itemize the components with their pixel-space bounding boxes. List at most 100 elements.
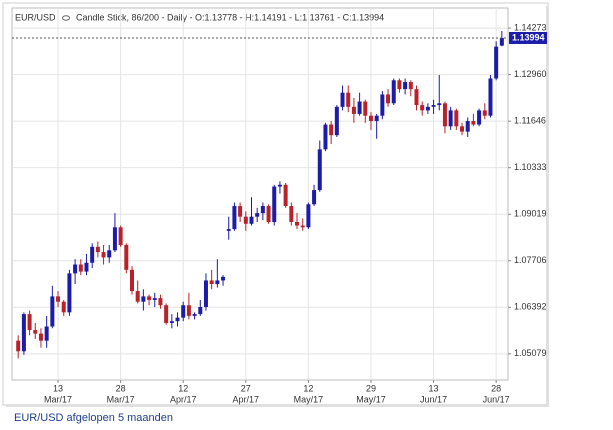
candle-body [442, 103, 447, 127]
candle-body [232, 206, 237, 230]
y-tick-label: 1.06392 [514, 302, 547, 312]
candle-body [460, 126, 465, 132]
plot-area [11, 7, 509, 381]
candle-body [27, 314, 32, 331]
candle-body [482, 110, 487, 116]
candle-body [329, 124, 334, 136]
candle-body [425, 106, 430, 111]
candle-body [346, 92, 351, 107]
y-tick-label: 1.14273 [514, 22, 547, 32]
shadow [6, 404, 549, 407]
candle-body [363, 101, 368, 116]
candle-body [186, 305, 191, 316]
candle-body [21, 314, 26, 352]
candle-body [312, 190, 317, 205]
x-tick-month: Apr/17 [170, 394, 197, 404]
x-tick-label: 13 [53, 383, 63, 393]
candle-body [209, 280, 214, 284]
candle-body [391, 80, 396, 104]
candle-body [408, 82, 413, 90]
candle-body [84, 262, 89, 272]
symbol: EUR/USD [15, 12, 56, 22]
candle-body [38, 333, 43, 341]
candle-body [289, 206, 294, 222]
x-tick-month: May/17 [294, 394, 324, 404]
x-tick-month: Apr/17 [233, 394, 260, 404]
y-tick-label: 1.09019 [514, 209, 547, 219]
x-tick-month: Mar/17 [44, 394, 72, 404]
x-tick-label: 12 [178, 383, 188, 393]
candle-body [101, 252, 106, 258]
candle-body [317, 149, 322, 191]
x-tick-month: Jun/17 [483, 394, 510, 404]
y-tick-label: 1.10333 [514, 162, 547, 172]
candle-body [124, 245, 129, 270]
candle-body [198, 307, 203, 315]
candle-body [50, 296, 55, 327]
candle-body [437, 103, 442, 106]
eye-icon [62, 15, 70, 21]
candle-body [203, 280, 208, 308]
candle-body [477, 110, 482, 125]
candle-body [306, 204, 311, 228]
candle-body [107, 250, 112, 258]
candle-body [238, 206, 243, 217]
candle-body [351, 106, 356, 114]
candle-body [277, 184, 282, 187]
candle-body [272, 186, 277, 222]
candle-body [44, 326, 49, 341]
y-tick-label: 1.07706 [514, 255, 547, 265]
candle-body [300, 225, 305, 228]
x-tick-month: Jun/17 [420, 394, 447, 404]
candle-body [181, 305, 186, 318]
candle-body [295, 221, 300, 226]
candle-body [243, 216, 248, 224]
x-tick-label: 28 [491, 383, 501, 393]
y-tick-label: 1.05079 [514, 348, 547, 358]
candle-body [118, 227, 123, 246]
candle-body [130, 269, 134, 292]
candle-body [386, 94, 391, 104]
candle-body [283, 184, 288, 207]
x-tick-label: 28 [116, 383, 126, 393]
candle-body [255, 213, 260, 217]
candle-body [374, 115, 379, 122]
candle-body [403, 82, 408, 90]
candle-body [397, 80, 402, 90]
x-tick-label: 13 [429, 383, 439, 393]
y-tick-label: 1.12960 [514, 69, 547, 79]
candle-body [169, 321, 174, 323]
candle-body [266, 206, 271, 222]
last-price-box [509, 31, 547, 44]
candle-body [499, 37, 504, 46]
candle-body [414, 89, 419, 106]
x-tick-month: May/17 [356, 394, 386, 404]
y-tick-label: 1.11646 [514, 116, 546, 126]
candle-body [420, 105, 425, 111]
candle-body [357, 101, 362, 114]
shadow [546, 6, 549, 407]
candle-body [56, 296, 61, 302]
candle-body [454, 110, 459, 127]
x-tick-month: Mar/17 [107, 394, 135, 404]
candle-body [78, 264, 83, 272]
candle-body [33, 330, 38, 334]
candle-body [147, 296, 152, 300]
candle-body [221, 276, 226, 281]
candle-body [494, 46, 499, 79]
candle-body [488, 78, 493, 116]
candle-body [135, 291, 140, 302]
candle-body [471, 121, 476, 125]
candle-body [226, 229, 231, 231]
candle-body [141, 296, 146, 302]
candle-body [90, 246, 95, 263]
candle-body [61, 301, 66, 313]
candle-body [260, 206, 265, 214]
candle-body [431, 105, 436, 107]
candle-body [448, 110, 453, 127]
candle-body [334, 106, 339, 136]
x-tick-label: 27 [241, 383, 251, 393]
candle-body [323, 124, 328, 150]
candle-body [465, 121, 470, 132]
